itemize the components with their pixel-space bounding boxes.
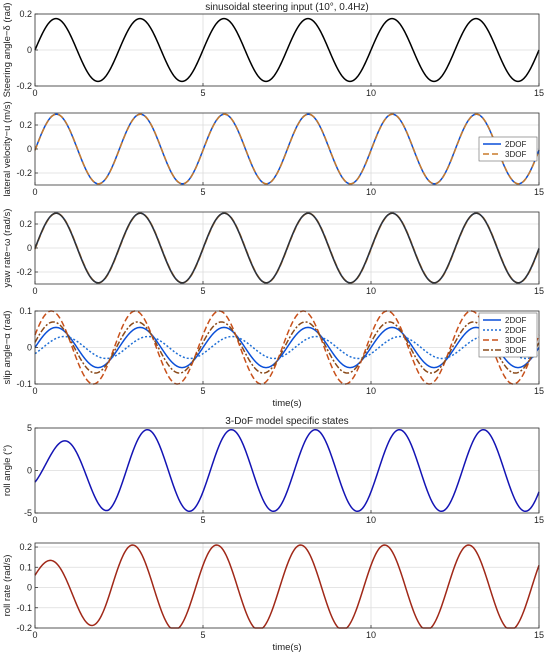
legend-box — [478, 136, 538, 162]
x-tick-label: 10 — [366, 187, 376, 197]
legend-entry: 2DOF — [505, 326, 526, 335]
y-tick-label: 0 — [27, 343, 32, 353]
axes-frame — [34, 542, 540, 629]
legend-entry: 2DOF — [505, 316, 526, 325]
x-tick-label: 5 — [200, 386, 205, 396]
y-tick-label: 0.1 — [19, 562, 32, 572]
x-tick-label: 5 — [200, 515, 205, 525]
y-tick-label: 5 — [27, 423, 32, 433]
x-tick-label: 5 — [200, 88, 205, 98]
x-tick-label: 0 — [32, 187, 37, 197]
series-line-0 — [34, 544, 540, 629]
y-axis-label: slip angle−α (rad) — [2, 311, 13, 385]
y-tick-label: 0.2 — [19, 219, 32, 229]
y-tick-label: 0.2 — [19, 542, 32, 552]
x-tick-label: 10 — [366, 630, 376, 640]
legend-entry: 3DOF — [505, 346, 526, 355]
y-tick-label: 0.1 — [19, 306, 32, 316]
y-tick-label: -0.1 — [16, 379, 32, 389]
x-tick-label: 15 — [534, 515, 544, 525]
x-axis-label: time(s) — [272, 642, 301, 653]
y-tick-label: -0.1 — [16, 603, 32, 613]
series-line-1 — [34, 113, 540, 185]
legend-entry: 3DOF — [505, 336, 526, 345]
x-tick-label: 10 — [366, 386, 376, 396]
y-axis-label: yaw rate−ω (rad/s) — [2, 209, 13, 288]
x-axis-label: time(s) — [272, 398, 301, 409]
series-line-2 — [34, 310, 540, 385]
series-line-2 — [34, 212, 540, 284]
y-axis-label: roll rate (rad/s) — [2, 555, 13, 617]
y-tick-label: -0.2 — [16, 267, 32, 277]
x-tick-label: 5 — [200, 286, 205, 296]
y-axis-label: Steering angle−δ (rad) — [2, 3, 13, 98]
y-tick-label: 0.2 — [19, 120, 32, 130]
y-tick-label: 0 — [27, 243, 32, 253]
y-tick-label: -0.2 — [16, 168, 32, 178]
chart-title: sinusoidal steering input (10°, 0.4Hz) — [205, 2, 369, 13]
series-line-0 — [34, 326, 540, 369]
y-tick-label: -0.2 — [16, 81, 32, 91]
x-tick-label: 0 — [32, 630, 37, 640]
x-tick-label: 0 — [32, 386, 37, 396]
x-tick-label: 5 — [200, 187, 205, 197]
y-tick-label: 0 — [27, 144, 32, 154]
plot-area — [35, 543, 539, 628]
y-axis-label: lateral velocity−u (m/s) — [2, 101, 13, 196]
chart-title: 3-DoF model specific states — [225, 416, 348, 427]
y-axis-label: roll angle (°) — [2, 445, 13, 496]
y-tick-label: 0.2 — [19, 9, 32, 19]
x-tick-label: 15 — [534, 286, 544, 296]
x-tick-label: 15 — [534, 187, 544, 197]
x-tick-label: 10 — [366, 88, 376, 98]
x-tick-label: 15 — [534, 386, 544, 396]
series-line-1 — [34, 335, 540, 360]
legend-entry: 3DOF — [505, 150, 526, 159]
y-tick-label: 0 — [27, 466, 32, 476]
x-tick-label: 0 — [32, 286, 37, 296]
series-line-0 — [34, 17, 540, 83]
y-tick-label: 0 — [27, 583, 32, 593]
series-line-3 — [34, 321, 540, 374]
x-tick-label: 0 — [32, 88, 37, 98]
x-tick-label: 0 — [32, 515, 37, 525]
x-tick-label: 15 — [534, 630, 544, 640]
series-line-0 — [34, 428, 540, 513]
y-tick-label: -5 — [24, 508, 32, 518]
y-tick-label: 0 — [27, 45, 32, 55]
x-tick-label: 15 — [534, 88, 544, 98]
y-tick-label: -0.2 — [16, 623, 32, 633]
legend-entry: 2DOF — [505, 140, 526, 149]
x-tick-label: 10 — [366, 515, 376, 525]
x-tick-label: 10 — [366, 286, 376, 296]
x-tick-label: 5 — [200, 630, 205, 640]
